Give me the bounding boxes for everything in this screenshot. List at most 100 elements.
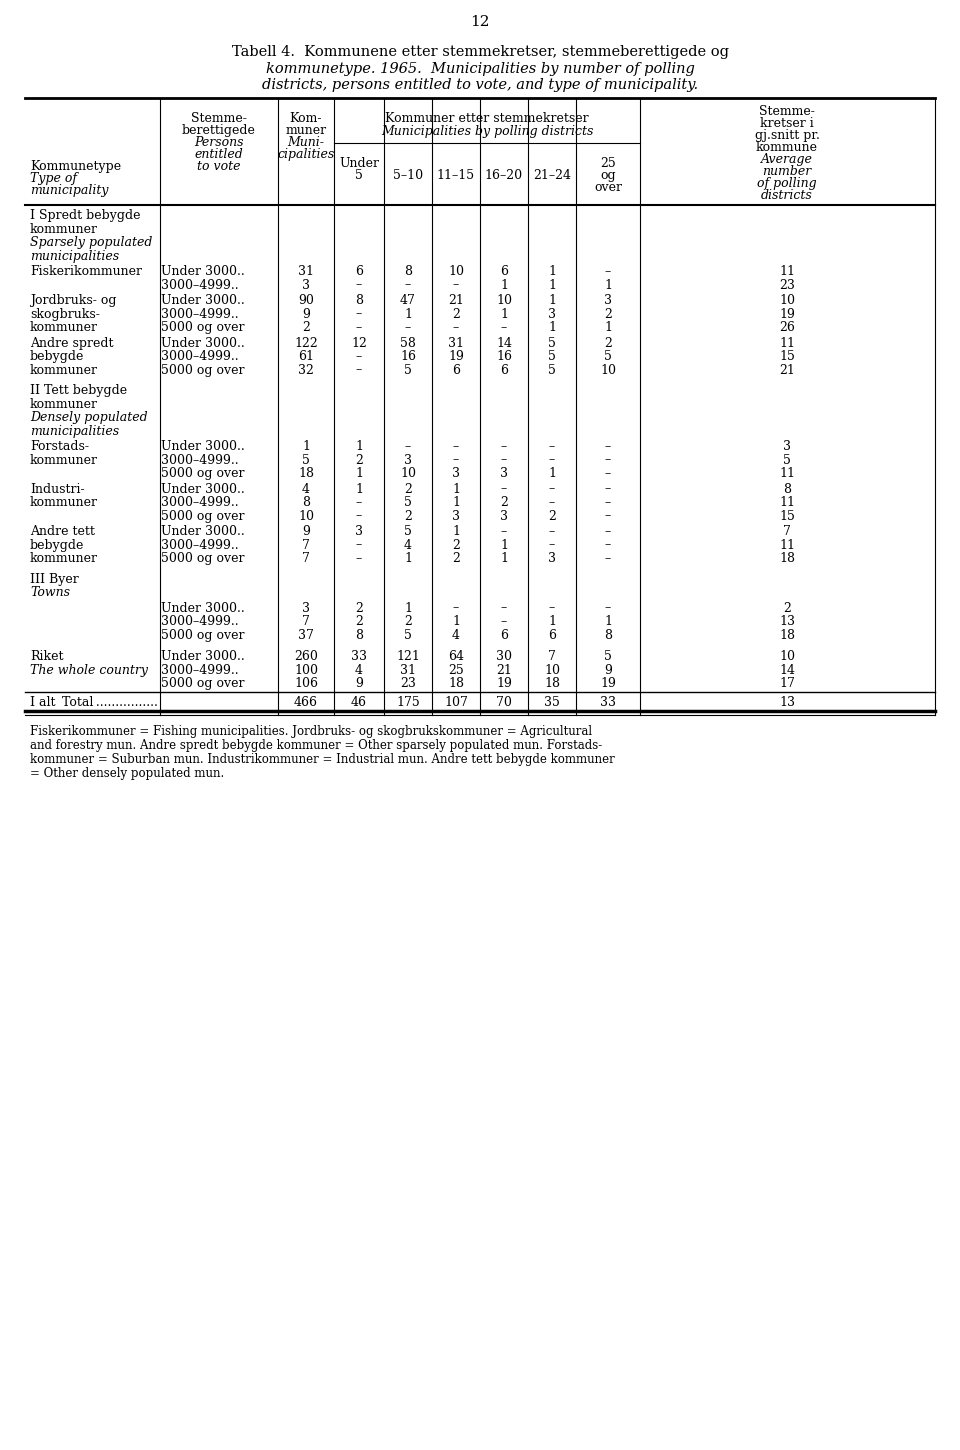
Text: 7: 7 (302, 615, 310, 628)
Text: 31: 31 (400, 664, 416, 677)
Text: –: – (605, 454, 612, 467)
Text: 21: 21 (496, 664, 512, 677)
Text: 15: 15 (780, 509, 795, 522)
Text: 13: 13 (779, 615, 795, 628)
Text: 5: 5 (783, 454, 791, 467)
Text: 5: 5 (404, 628, 412, 641)
Text: 5: 5 (302, 454, 310, 467)
Text: –: – (605, 483, 612, 496)
Text: 7: 7 (548, 650, 556, 663)
Text: 2: 2 (548, 509, 556, 522)
Text: 1: 1 (548, 615, 556, 628)
Text: I Spredt bebygde: I Spredt bebygde (30, 209, 140, 222)
Text: –: – (605, 602, 612, 615)
Text: 5: 5 (604, 349, 612, 362)
Text: 8: 8 (404, 265, 412, 278)
Text: 5000 og over: 5000 og over (161, 320, 245, 334)
Text: Fiskerikommuner = Fishing municipalities. Jordbruks- og skogbrukskommuner = Agri: Fiskerikommuner = Fishing municipalities… (30, 725, 592, 738)
Text: berettigede: berettigede (182, 125, 256, 136)
Text: –: – (605, 439, 612, 452)
Text: 33: 33 (351, 650, 367, 663)
Text: 21–24: 21–24 (533, 170, 571, 183)
Text: 10: 10 (544, 664, 560, 677)
Text: 15: 15 (780, 349, 795, 362)
Text: 466: 466 (294, 696, 318, 709)
Text: 5: 5 (404, 496, 412, 509)
Text: 7: 7 (783, 525, 791, 538)
Text: –: – (501, 602, 507, 615)
Text: 23: 23 (780, 278, 795, 291)
Text: muner: muner (285, 125, 326, 136)
Text: 13: 13 (779, 696, 795, 709)
Text: –: – (501, 615, 507, 628)
Text: kommuner: kommuner (30, 397, 98, 410)
Text: number: number (762, 165, 811, 178)
Text: 4: 4 (452, 628, 460, 641)
Text: –: – (605, 496, 612, 509)
Text: 5: 5 (548, 364, 556, 377)
Text: 6: 6 (548, 628, 556, 641)
Text: 30: 30 (496, 650, 512, 663)
Text: 5: 5 (404, 525, 412, 538)
Text: –: – (405, 439, 411, 452)
Text: 1: 1 (500, 552, 508, 566)
Text: 16: 16 (400, 349, 416, 362)
Text: I alt  Total ................: I alt Total ................ (30, 696, 157, 709)
Text: 14: 14 (779, 664, 795, 677)
Text: 12: 12 (351, 336, 367, 349)
Text: 5000 og over: 5000 og over (161, 467, 245, 480)
Text: 5: 5 (548, 349, 556, 362)
Text: 9: 9 (302, 307, 310, 320)
Text: 6: 6 (500, 364, 508, 377)
Text: 8: 8 (302, 496, 310, 509)
Text: 31: 31 (298, 265, 314, 278)
Text: Jordbruks- og: Jordbruks- og (30, 294, 116, 307)
Text: kommuner: kommuner (30, 222, 98, 235)
Text: 37: 37 (298, 628, 314, 641)
Text: Fiskerikommuner: Fiskerikommuner (30, 265, 142, 278)
Text: Industri-: Industri- (30, 483, 84, 496)
Text: Under 3000..: Under 3000.. (161, 265, 245, 278)
Text: 11: 11 (779, 467, 795, 480)
Text: 3: 3 (355, 525, 363, 538)
Text: municipality: municipality (30, 184, 108, 197)
Text: 90: 90 (298, 294, 314, 307)
Text: 3000–4999..: 3000–4999.. (161, 664, 239, 677)
Text: 2: 2 (452, 552, 460, 566)
Text: 1: 1 (452, 525, 460, 538)
Text: 6: 6 (500, 265, 508, 278)
Text: 5: 5 (355, 170, 363, 183)
Text: 25: 25 (448, 664, 464, 677)
Text: to vote: to vote (197, 160, 241, 173)
Text: 5000 og over: 5000 og over (161, 509, 245, 522)
Text: 11: 11 (779, 265, 795, 278)
Text: 33: 33 (600, 696, 616, 709)
Text: 46: 46 (351, 696, 367, 709)
Text: –: – (453, 602, 459, 615)
Text: Under 3000..: Under 3000.. (161, 650, 245, 663)
Text: 1: 1 (604, 278, 612, 291)
Text: 3000–4999..: 3000–4999.. (161, 278, 239, 291)
Text: 64: 64 (448, 650, 464, 663)
Text: og: og (600, 170, 615, 183)
Text: Kommunetype: Kommunetype (30, 160, 121, 173)
Text: –: – (549, 602, 555, 615)
Text: Riket: Riket (30, 650, 63, 663)
Text: 9: 9 (355, 677, 363, 690)
Text: –: – (605, 525, 612, 538)
Text: Towns: Towns (30, 586, 70, 599)
Text: districts, persons entitled to vote, and type of municipality.: districts, persons entitled to vote, and… (262, 78, 698, 91)
Text: municipalities: municipalities (30, 249, 119, 262)
Text: 18: 18 (544, 677, 560, 690)
Text: Under 3000..: Under 3000.. (161, 602, 245, 615)
Text: 11–15: 11–15 (437, 170, 475, 183)
Text: –: – (453, 278, 459, 291)
Text: 1: 1 (548, 467, 556, 480)
Text: 10: 10 (448, 265, 464, 278)
Text: cipalities: cipalities (277, 148, 335, 161)
Text: 1: 1 (404, 602, 412, 615)
Text: –: – (501, 320, 507, 334)
Text: 8: 8 (604, 628, 612, 641)
Text: skogbruks-: skogbruks- (30, 307, 100, 320)
Text: 1: 1 (548, 278, 556, 291)
